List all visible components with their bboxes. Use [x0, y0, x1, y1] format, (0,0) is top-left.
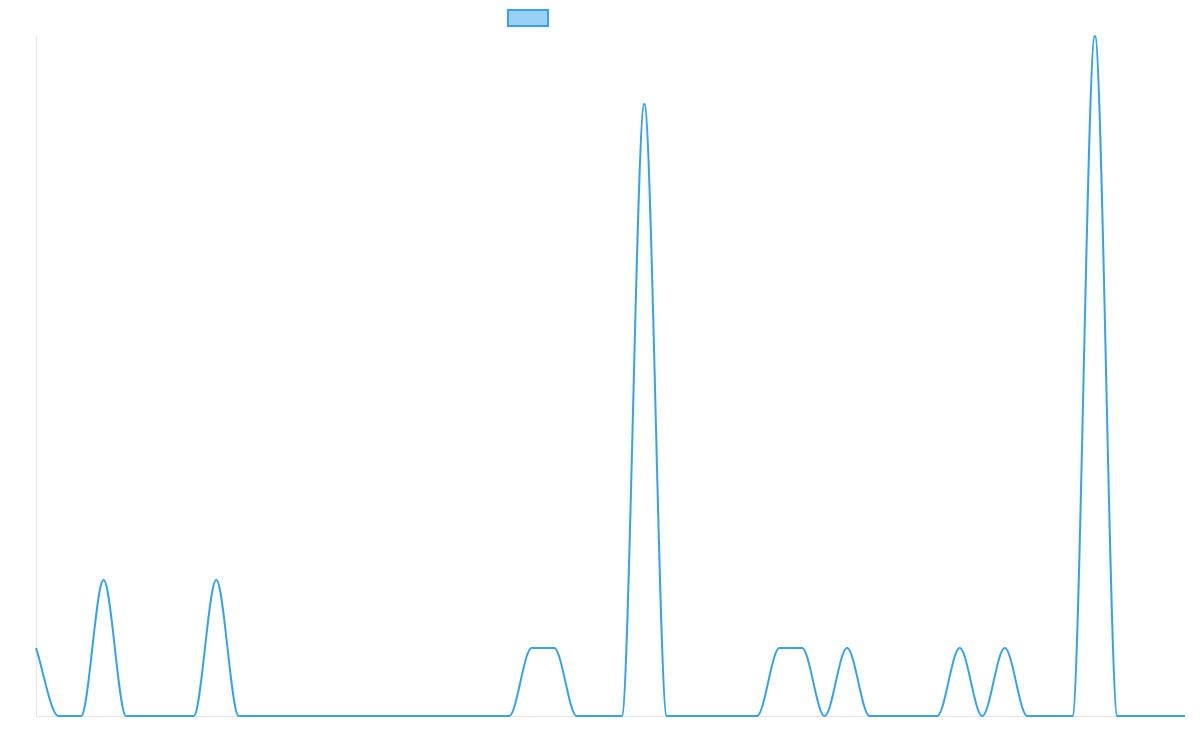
data-point[interactable] [213, 577, 219, 583]
data-point[interactable] [56, 713, 62, 719]
data-point[interactable] [979, 713, 985, 719]
data-point[interactable] [574, 713, 580, 719]
data-point[interactable] [844, 645, 850, 651]
data-point[interactable] [709, 713, 715, 719]
data-point[interactable] [799, 645, 805, 651]
data-point[interactable] [867, 713, 873, 719]
data-point[interactable] [303, 713, 309, 719]
data-point[interactable] [1114, 713, 1120, 719]
data-point[interactable] [1137, 713, 1143, 719]
data-point[interactable] [78, 713, 84, 719]
data-point[interactable] [281, 713, 287, 719]
data-point[interactable] [822, 713, 828, 719]
data-point[interactable] [731, 713, 737, 719]
data-point[interactable] [33, 645, 39, 651]
data-point[interactable] [484, 713, 490, 719]
data-point[interactable] [1159, 713, 1165, 719]
data-point[interactable] [146, 713, 152, 719]
data-point[interactable] [461, 713, 467, 719]
data-point[interactable] [1182, 713, 1188, 719]
legend-swatch[interactable] [507, 9, 549, 27]
data-point[interactable] [168, 713, 174, 719]
data-point[interactable] [393, 713, 399, 719]
data-point[interactable] [664, 713, 670, 719]
data-point[interactable] [1047, 713, 1053, 719]
data-point[interactable] [1002, 645, 1008, 651]
data-point[interactable] [551, 645, 557, 651]
data-point[interactable] [619, 713, 625, 719]
data-point[interactable] [1069, 713, 1075, 719]
data-point[interactable] [596, 713, 602, 719]
data-point[interactable] [371, 713, 377, 719]
data-point[interactable] [326, 713, 332, 719]
data-point[interactable] [776, 645, 782, 651]
data-point[interactable] [101, 577, 107, 583]
data-point[interactable] [957, 645, 963, 651]
data-point[interactable] [191, 713, 197, 719]
data-point[interactable] [641, 101, 647, 107]
data-point[interactable] [529, 645, 535, 651]
data-point[interactable] [889, 713, 895, 719]
data-point[interactable] [1092, 33, 1098, 39]
data-point[interactable] [912, 713, 918, 719]
data-point[interactable] [348, 713, 354, 719]
data-point[interactable] [236, 713, 242, 719]
data-point[interactable] [754, 713, 760, 719]
data-point[interactable] [439, 713, 445, 719]
data-point[interactable] [416, 713, 422, 719]
data-point[interactable] [123, 713, 129, 719]
data-point[interactable] [686, 713, 692, 719]
data-point[interactable] [1024, 713, 1030, 719]
series-line [35, 34, 1185, 718]
data-point[interactable] [506, 713, 512, 719]
data-point[interactable] [258, 713, 264, 719]
data-point[interactable] [934, 713, 940, 719]
